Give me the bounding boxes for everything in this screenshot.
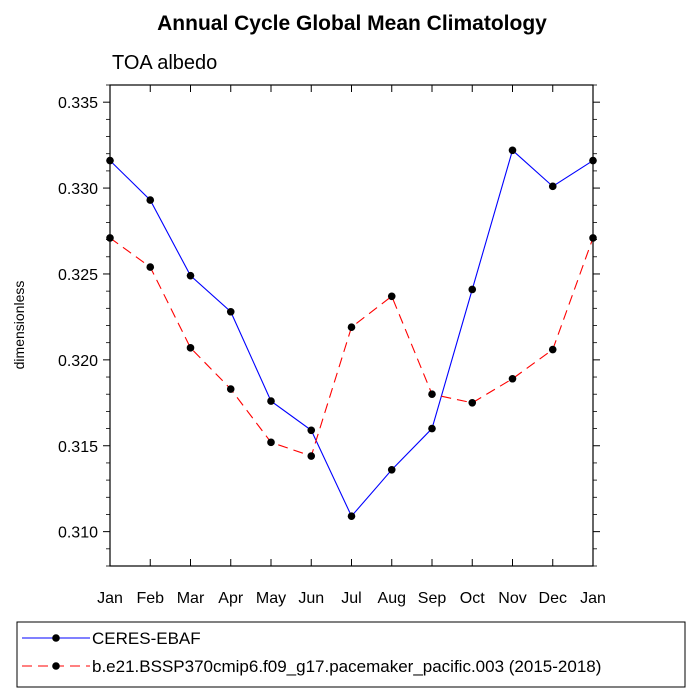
data-point: [186, 271, 195, 280]
legend-label: b.e21.BSSP370cmip6.f09_g17.pacemaker_pac…: [92, 657, 601, 676]
x-tick-label: Oct: [460, 590, 485, 607]
data-point: [146, 263, 155, 271]
y-tick-label: 0.325: [58, 267, 98, 284]
legend-box: [16, 621, 686, 688]
data-point: [468, 285, 477, 294]
data-point: [508, 374, 517, 383]
x-tick-label: Apr: [218, 590, 244, 607]
data-point: [226, 307, 235, 316]
legend-marker: [52, 662, 60, 670]
data-point: [428, 390, 436, 399]
data-point: [347, 512, 356, 520]
chart-title: Annual Cycle Global Mean Climatology: [157, 12, 547, 35]
series-1: [106, 146, 597, 520]
data-point: [347, 323, 356, 332]
data-point: [186, 344, 195, 352]
x-tick-label: Feb: [136, 590, 164, 607]
data-point: [146, 196, 155, 204]
x-tick-label: Jan: [580, 590, 606, 607]
data-point: [307, 426, 316, 435]
y-tick-label: 0.320: [58, 353, 98, 370]
legend-marker: [52, 634, 60, 642]
x-tick-label: Mar: [177, 590, 205, 607]
data-point: [387, 292, 396, 301]
x-tick-label: Aug: [378, 590, 406, 607]
data-point: [226, 385, 235, 393]
y-tick-label: 0.315: [58, 439, 98, 456]
data-point: [428, 424, 436, 433]
x-tick-label: Jun: [298, 590, 324, 607]
data-point: [589, 234, 597, 242]
data-point: [548, 182, 557, 191]
data-point: [548, 345, 557, 354]
y-tick-label: 0.310: [58, 525, 98, 542]
x-tick-label: Sep: [418, 590, 447, 607]
x-tick-label: Jul: [341, 590, 361, 607]
data-point: [106, 234, 114, 242]
series-2: [106, 234, 597, 460]
legend: CERES-EBAF b.e21.BSSP370cmip6.f09_g17.pac…: [22, 629, 601, 676]
data-point: [307, 452, 316, 460]
data-point: [468, 399, 477, 407]
series-line: [109, 149, 594, 518]
x-tick-label: Dec: [539, 590, 567, 607]
y-axis-label: dimensionless: [11, 281, 27, 370]
x-tick-label: Nov: [498, 590, 526, 607]
data-point: [106, 156, 114, 165]
y-tick-label: 0.330: [58, 181, 98, 198]
data-point: [387, 466, 396, 474]
data-point: [267, 397, 275, 405]
data-point: [589, 156, 597, 165]
series-layer: [106, 146, 597, 520]
data-point: [508, 146, 517, 155]
chart-subtitle: TOA albedo: [112, 52, 217, 74]
y-tick-label: 0.335: [58, 95, 98, 112]
data-point: [267, 438, 275, 447]
x-tick-label: Jan: [97, 590, 123, 607]
x-tick-label: May: [256, 590, 286, 607]
series-line: [109, 237, 594, 457]
ticks-layer: Jan Feb Mar Apr May Jun Jul Aug Sep Oct Nov Dec Jan 0…: [58, 84, 606, 607]
legend-label: CERES-EBAF: [92, 629, 201, 648]
